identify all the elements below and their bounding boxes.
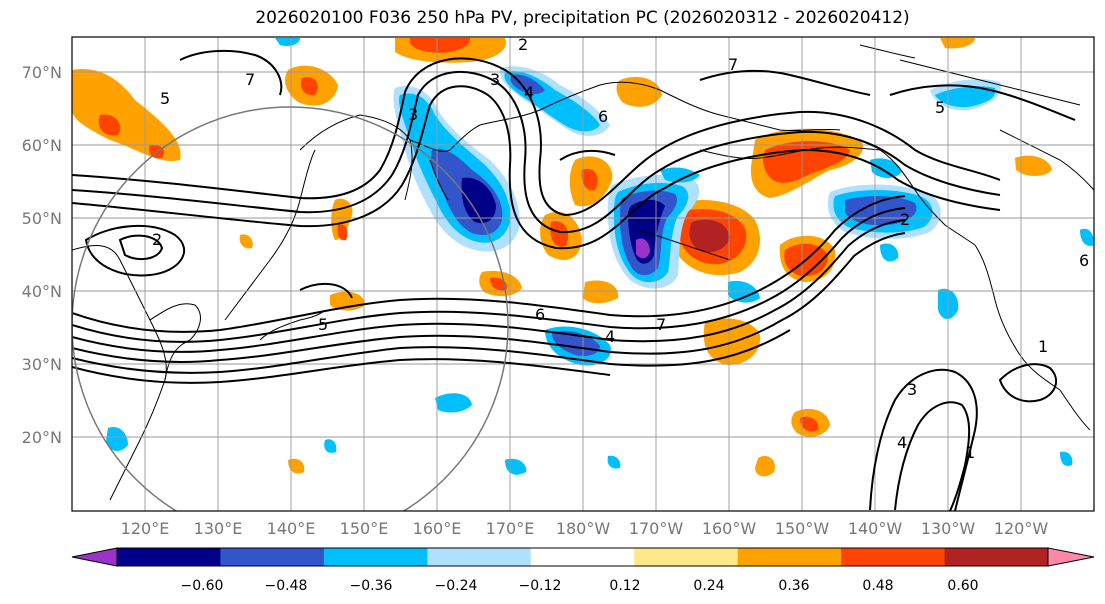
svg-text:30°N: 30°N: [22, 355, 62, 374]
svg-text:160°W: 160°W: [702, 519, 757, 538]
longitude-labels: 120°E 130°E 140°E 150°E 160°E 170°E 180°…: [121, 519, 1049, 538]
colorbar-tick: −0.24: [435, 578, 478, 594]
svg-text:2: 2: [152, 230, 162, 249]
colorbar-tick-labels: −0.60 −0.48 −0.36 −0.24 −0.12 0.12 0.24 …: [181, 578, 979, 594]
svg-text:1: 1: [1038, 337, 1048, 356]
svg-text:180°W: 180°W: [556, 519, 611, 538]
map-title: 2026020100 F036 250 hPa PV, precipitatio…: [255, 8, 910, 28]
colorbar-tick: −0.60: [181, 578, 224, 594]
colorbar-segment: [220, 548, 325, 566]
svg-text:2: 2: [518, 35, 528, 54]
pv-contours: [72, 49, 1076, 511]
colorbar-frame: [116, 547, 1049, 567]
colorbar-segment: [944, 548, 1049, 566]
svg-text:4: 4: [524, 83, 534, 102]
colorbar-extend-high: [1047, 547, 1095, 567]
svg-text:50°N: 50°N: [22, 209, 62, 228]
svg-text:5: 5: [160, 89, 170, 108]
svg-text:120°E: 120°E: [121, 519, 170, 538]
colorbar-tick: −0.36: [350, 578, 393, 594]
map-frame: [71, 36, 1095, 512]
svg-text:170°E: 170°E: [486, 519, 535, 538]
svg-text:6: 6: [535, 305, 545, 324]
svg-text:160°E: 160°E: [413, 519, 462, 538]
svg-text:130°W: 130°W: [921, 519, 976, 538]
svg-text:170°W: 170°W: [629, 519, 684, 538]
svg-text:130°E: 130°E: [194, 519, 243, 538]
svg-text:6: 6: [1079, 251, 1089, 270]
svg-text:60°N: 60°N: [22, 136, 62, 155]
colorbar-tick: 0.48: [862, 578, 893, 594]
svg-text:3: 3: [490, 70, 500, 89]
colorbar-tick: −0.48: [265, 578, 308, 594]
svg-text:6: 6: [598, 107, 608, 126]
svg-text:140°E: 140°E: [267, 519, 316, 538]
latitude-labels: 70°N 60°N 50°N 40°N 30°N 20°N: [22, 63, 62, 447]
colorbar-segment: [737, 548, 842, 566]
colorbar-tick: 0.60: [947, 578, 978, 594]
svg-text:4: 4: [605, 327, 615, 346]
colorbar-segment: [530, 548, 635, 566]
svg-text:150°W: 150°W: [775, 519, 830, 538]
svg-text:3: 3: [907, 380, 917, 399]
colorbar-tick: 0.24: [693, 578, 724, 594]
svg-text:7: 7: [656, 315, 666, 334]
colorbar-segment: [117, 548, 221, 566]
svg-text:20°N: 20°N: [22, 428, 62, 447]
reference-circle: [72, 106, 509, 511]
svg-text:5: 5: [935, 98, 945, 117]
svg-text:2: 2: [900, 210, 910, 229]
graticule: [72, 37, 1094, 511]
colorbar-segment: [634, 548, 739, 566]
colorbar-tick: −0.12: [519, 578, 562, 594]
colorbar-extend-low: [71, 547, 118, 567]
svg-text:70°N: 70°N: [22, 63, 62, 82]
precip-anomaly-shading: [72, 38, 1094, 477]
svg-text:7: 7: [245, 70, 255, 89]
svg-text:1: 1: [965, 443, 975, 462]
svg-text:40°N: 40°N: [22, 282, 62, 301]
svg-text:3: 3: [408, 105, 418, 124]
svg-text:140°W: 140°W: [848, 519, 903, 538]
svg-text:5: 5: [318, 315, 328, 334]
svg-text:150°E: 150°E: [340, 519, 389, 538]
colorbar-segment: [841, 548, 946, 566]
colorbar-segment: [323, 548, 428, 566]
colorbar-segments: [71, 547, 1095, 567]
colorbar-tick: 0.12: [609, 578, 640, 594]
svg-text:7: 7: [728, 55, 738, 74]
colorbar-segment: [427, 548, 532, 566]
svg-text:120°W: 120°W: [994, 519, 1049, 538]
colorbar-tick: 0.36: [778, 578, 809, 594]
svg-text:4: 4: [897, 433, 907, 452]
pv-contour-labels: 2 3 4 5 6 7 7 6 5 4 3 2 1 1 2 3 4 5 6 7: [152, 35, 1089, 462]
